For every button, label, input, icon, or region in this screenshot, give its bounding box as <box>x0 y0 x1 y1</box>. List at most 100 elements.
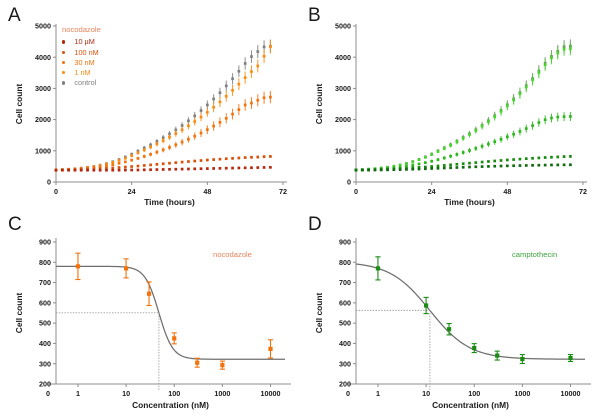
dose-point-group <box>423 296 429 315</box>
data-point <box>269 165 272 169</box>
data-point <box>193 167 197 171</box>
data-point <box>180 160 184 164</box>
y-tick-label: 700 <box>39 278 51 287</box>
dose-point-group <box>471 343 477 354</box>
data-point <box>455 153 459 156</box>
data-point <box>449 154 452 158</box>
data-point <box>424 155 427 159</box>
data-point <box>172 336 177 341</box>
legend-item[interactable]: 1 nM <box>62 68 101 78</box>
legend-item-label: 30 nM <box>74 57 95 67</box>
legend-item[interactable]: control <box>62 78 101 88</box>
data-point <box>430 153 434 156</box>
data-point <box>67 168 70 172</box>
x-tick-label: 10000 <box>261 389 281 398</box>
data-point <box>493 164 497 168</box>
data-point <box>142 155 146 158</box>
data-point <box>520 356 525 362</box>
y-tick-label: 400 <box>39 339 51 348</box>
data-point <box>424 167 427 171</box>
data-point <box>373 168 377 172</box>
data-point <box>168 167 171 171</box>
data-point <box>218 157 222 161</box>
data-point <box>405 164 408 168</box>
data-point <box>105 162 108 166</box>
data-point <box>149 168 152 172</box>
x-tick-label: 24 <box>128 187 136 196</box>
x-axis-title: Concentration (nM) <box>432 400 509 410</box>
data-point <box>199 109 203 112</box>
data-point <box>537 156 541 160</box>
legend-title: nocodazole <box>62 25 101 34</box>
data-point <box>174 161 178 165</box>
panel-c-letter: C <box>8 214 23 235</box>
data-point <box>556 51 560 55</box>
panel-a-letter: A <box>8 5 22 26</box>
panel-a-plot: 0 1000 2000 3000 4000 5000 0 24 48 72 Time (hours)… <box>14 22 287 207</box>
data-point <box>398 163 402 167</box>
data-point <box>224 166 228 170</box>
data-point <box>487 120 490 123</box>
data-point <box>480 144 484 148</box>
legend-swatch-dot-icon <box>62 40 66 44</box>
data-point <box>124 160 127 164</box>
x-axis-title: Time (hours) <box>144 197 195 207</box>
data-point <box>430 165 434 168</box>
dose-point-group <box>194 357 200 368</box>
data-point <box>149 153 152 156</box>
panel-b-letter: B <box>308 5 322 26</box>
y-tick-label: 900 <box>339 238 351 247</box>
data-point <box>493 115 497 119</box>
data-point <box>168 132 171 136</box>
data-point <box>505 164 509 168</box>
y-tick-label: 1000 <box>35 146 51 155</box>
panel-d-drug-tag: camptothecin <box>512 250 558 259</box>
data-point <box>224 84 228 88</box>
data-point <box>568 355 573 361</box>
data-point <box>524 127 528 130</box>
data-point <box>550 155 553 159</box>
legend-item[interactable]: 100 nM <box>62 47 101 57</box>
data-point <box>256 155 260 159</box>
data-point <box>136 157 140 160</box>
x-tick-label: 1000 <box>214 389 230 398</box>
data-point <box>218 166 222 170</box>
data-point <box>531 78 534 82</box>
y-tick-label: 3000 <box>35 84 51 93</box>
data-point <box>224 94 228 98</box>
y-tick-label: 900 <box>39 238 51 247</box>
x-tick-label: 0 <box>54 187 58 196</box>
y-tick-label: 4000 <box>335 53 351 62</box>
data-point <box>117 168 121 172</box>
legend-item[interactable]: 10 µM <box>62 37 101 47</box>
data-point <box>243 103 247 107</box>
legend-swatch-dot-icon <box>62 50 66 54</box>
data-point <box>569 47 572 50</box>
data-point <box>124 165 127 169</box>
y-tick-label: 5000 <box>35 22 51 31</box>
data-point <box>187 160 190 163</box>
x-tick-label: 48 <box>503 187 511 196</box>
y-tick-label: 400 <box>339 339 351 348</box>
data-point <box>386 168 389 172</box>
data-point <box>424 165 427 169</box>
data-point <box>180 140 184 144</box>
data-point <box>269 95 272 99</box>
data-point <box>487 160 490 163</box>
data-point <box>442 166 446 170</box>
legend-item[interactable]: 30 nM <box>62 57 101 67</box>
data-point <box>354 168 358 172</box>
data-point <box>487 142 490 146</box>
data-point <box>250 55 253 58</box>
legend-item-label: control <box>74 78 97 88</box>
y-tick-label: 3000 <box>335 84 351 93</box>
data-point <box>149 145 152 149</box>
data-point <box>411 160 415 164</box>
dose-point-group <box>567 354 574 363</box>
data-point <box>256 98 260 102</box>
data-point <box>417 162 421 166</box>
data-point <box>411 163 415 167</box>
data-point <box>231 166 234 170</box>
data-point <box>543 156 547 159</box>
data-point <box>442 147 446 150</box>
